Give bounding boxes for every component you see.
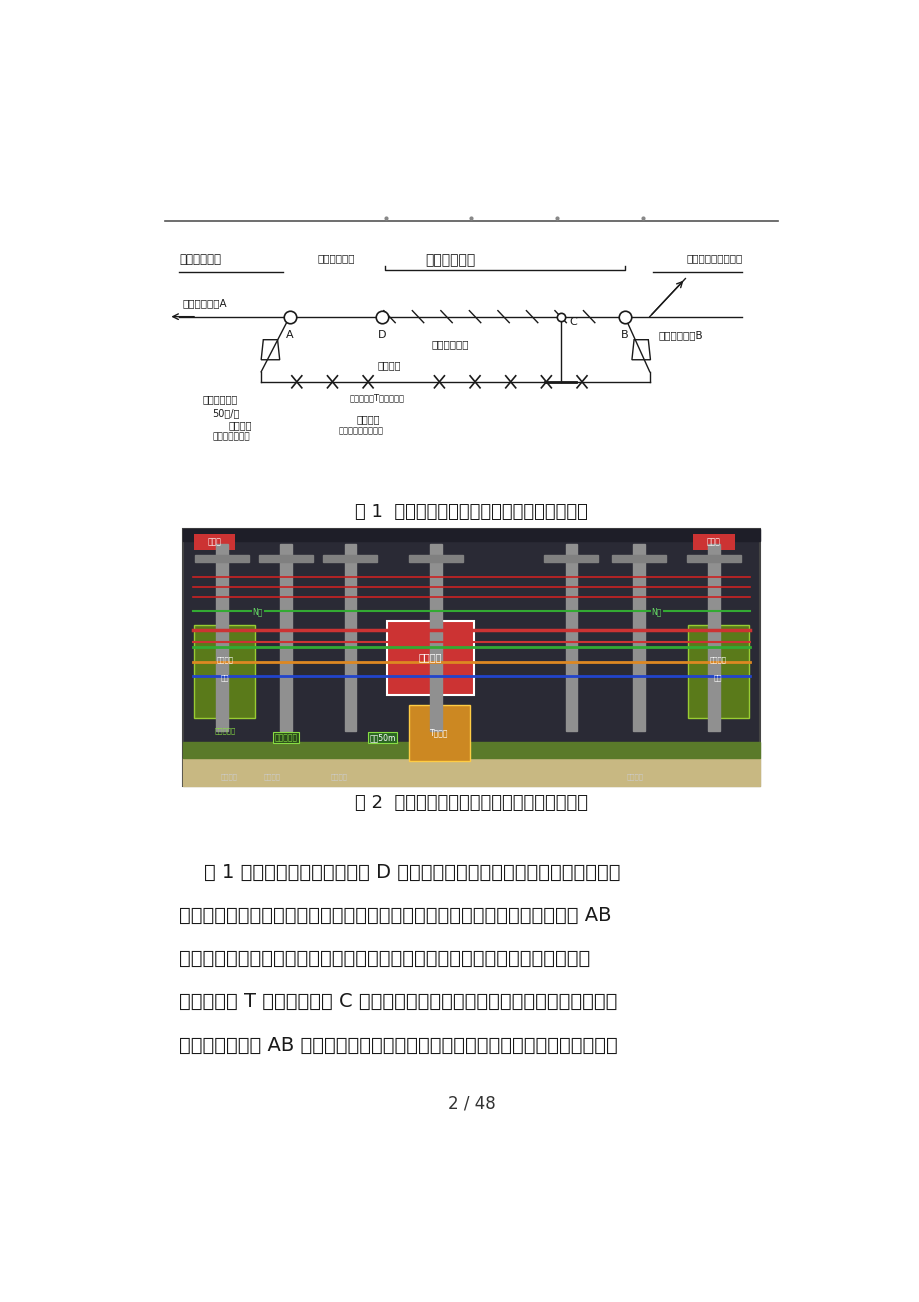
Text: 线路段，通过旁路开关，将用电负荷转移到临时旁路供电线路继续向用户不间断: 线路段，通过旁路开关，将用电负荷转移到临时旁路供电线路继续向用户不间断 bbox=[179, 949, 590, 969]
Text: 系统接地: 系统接地 bbox=[221, 773, 237, 780]
Text: 施工区间: 施工区间 bbox=[418, 652, 442, 663]
Bar bbox=[323, 555, 377, 562]
Text: 绝缘引流线夹: 绝缘引流线夹 bbox=[317, 254, 355, 263]
Bar bbox=[565, 544, 576, 730]
Bar bbox=[183, 529, 759, 542]
Text: 50米/盘: 50米/盘 bbox=[211, 408, 239, 418]
Text: 旁路电缆: 旁路电缆 bbox=[378, 359, 401, 370]
Text: 旁路负荷开关B: 旁路负荷开关B bbox=[658, 329, 702, 340]
Bar bbox=[345, 544, 356, 730]
FancyBboxPatch shape bbox=[408, 704, 470, 760]
Text: 快速插拔式终端: 快速插拔式终端 bbox=[212, 432, 250, 441]
Bar bbox=[280, 544, 291, 730]
Text: 图 2  配电架空线路旁路不停电作业技术示意图: 图 2 配电架空线路旁路不停电作业技术示意图 bbox=[355, 794, 587, 812]
Text: D: D bbox=[378, 329, 386, 340]
Text: 终端支撑: 终端支撑 bbox=[216, 656, 233, 663]
Text: 故障、检修段: 故障、检修段 bbox=[425, 254, 475, 267]
Text: A: A bbox=[286, 329, 293, 340]
Text: 辅助: 辅助 bbox=[713, 674, 721, 681]
FancyBboxPatch shape bbox=[194, 625, 255, 717]
Bar bbox=[686, 555, 740, 562]
Bar bbox=[183, 742, 759, 758]
Text: C: C bbox=[569, 316, 576, 327]
Text: 2 / 48: 2 / 48 bbox=[448, 1095, 494, 1113]
Text: 供电、通过 T 型中间接头在 C 处同时向用户分支线路供电。然后，操作人员在实: 供电、通过 T 型中间接头在 C 处同时向用户分支线路供电。然后，操作人员在实 bbox=[179, 992, 617, 1012]
Bar bbox=[544, 555, 597, 562]
Text: 图 1  配电架空线路旁路不停电作业技术示意图: 图 1 配电架空线路旁路不停电作业技术示意图 bbox=[355, 503, 587, 521]
Text: 旁路电缆: 旁路电缆 bbox=[228, 421, 251, 430]
Text: 旁路负荷开关A: 旁路负荷开关A bbox=[183, 298, 227, 309]
Bar bbox=[611, 555, 665, 562]
Text: 直线连接头: 直线连接头 bbox=[274, 733, 298, 742]
Text: 备等，则可应用旁路电缆系统在现场组装足够长度的临时旁路供电线路，跨接 AB: 备等，则可应用旁路电缆系统在现场组装足够长度的临时旁路供电线路，跨接 AB bbox=[179, 906, 611, 926]
Text: N线: N线 bbox=[651, 607, 662, 616]
Text: 柔性电缆引线: 柔性电缆引线 bbox=[431, 339, 469, 349]
Text: 负荷线: 负荷线 bbox=[706, 538, 720, 547]
Bar bbox=[183, 758, 759, 786]
Text: 架空配电线路: 架空配电线路 bbox=[179, 254, 221, 267]
Text: 际上已经停电的 AB 段架空线路区域中进行检修作业、抢修作业或更换设备作业。: 际上已经停电的 AB 段架空线路区域中进行检修作业、抢修作业或更换设备作业。 bbox=[179, 1035, 618, 1055]
Bar bbox=[195, 555, 249, 562]
Text: 快速插拔式中间接头: 快速插拔式中间接头 bbox=[338, 426, 383, 435]
FancyBboxPatch shape bbox=[194, 534, 235, 551]
Text: N线: N线 bbox=[252, 607, 263, 616]
Text: 旁路电缆: 旁路电缆 bbox=[356, 414, 380, 424]
Text: 设备接地: 设备接地 bbox=[263, 773, 280, 780]
Text: 辅助: 辅助 bbox=[221, 674, 229, 681]
Text: B: B bbox=[620, 329, 628, 340]
Bar bbox=[408, 555, 462, 562]
Text: 源测线: 源测线 bbox=[208, 538, 221, 547]
Text: 用距50m: 用距50m bbox=[369, 733, 395, 742]
Bar bbox=[259, 555, 312, 562]
Text: 设备接地: 设备接地 bbox=[331, 773, 347, 780]
Text: 柔性旁路电缆: 柔性旁路电缆 bbox=[203, 393, 238, 404]
FancyBboxPatch shape bbox=[386, 621, 474, 694]
FancyBboxPatch shape bbox=[686, 625, 748, 717]
FancyBboxPatch shape bbox=[693, 534, 733, 551]
Text: 快速插拔式T行中间接头: 快速插拔式T行中间接头 bbox=[349, 393, 404, 402]
Text: 旁路电缆至用户支线: 旁路电缆至用户支线 bbox=[686, 254, 742, 263]
Bar bbox=[216, 544, 227, 730]
Text: T型接头: T型接头 bbox=[430, 728, 448, 737]
Text: 终端支撑: 终端支撑 bbox=[709, 656, 726, 663]
Bar bbox=[708, 544, 719, 730]
Text: 系统接地: 系统接地 bbox=[627, 773, 643, 780]
Text: 图 1 中，如果架空配电线路的 D 处需要检修或有故障需要抢修或需要更换设: 图 1 中，如果架空配电线路的 D 处需要检修或有故障需要抢修或需要更换设 bbox=[179, 863, 620, 881]
FancyBboxPatch shape bbox=[183, 529, 759, 786]
Bar bbox=[632, 544, 644, 730]
Bar bbox=[430, 544, 441, 730]
Text: 终端连接头: 终端连接头 bbox=[214, 728, 235, 734]
